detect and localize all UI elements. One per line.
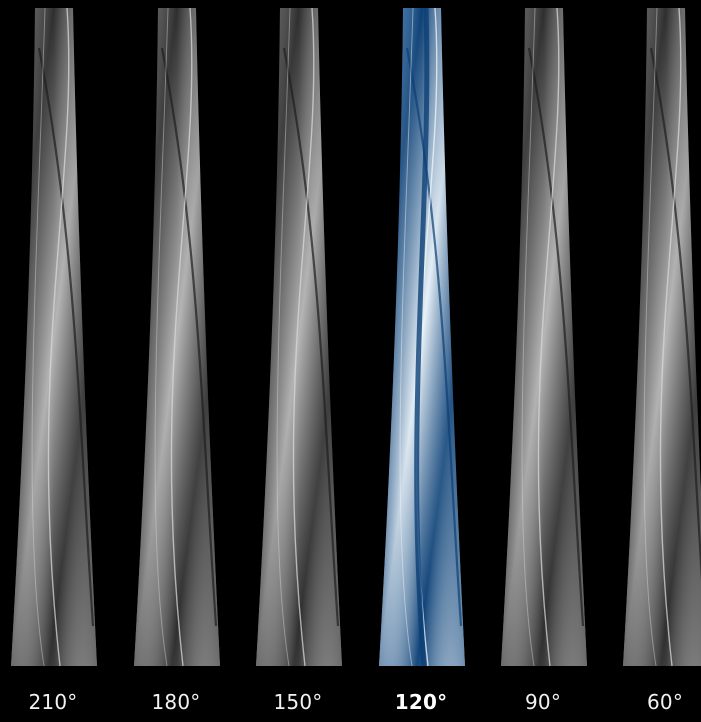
angle-label-120: 120° (394, 690, 448, 714)
angle-label-90: 90° (524, 690, 562, 714)
twisted-strip-2 (134, 7, 220, 667)
twisted-strip-3 (256, 7, 342, 667)
angle-label-60: 60° (646, 690, 684, 714)
twisted-strip-4 (379, 7, 465, 667)
angle-label-210: 210° (28, 690, 78, 714)
twisted-strip-5 (501, 7, 587, 667)
twisted-strip-1 (11, 7, 97, 667)
twisted-strip-6 (623, 7, 701, 667)
angle-label-150: 150° (273, 690, 323, 714)
angle-label-180: 180° (151, 690, 201, 714)
